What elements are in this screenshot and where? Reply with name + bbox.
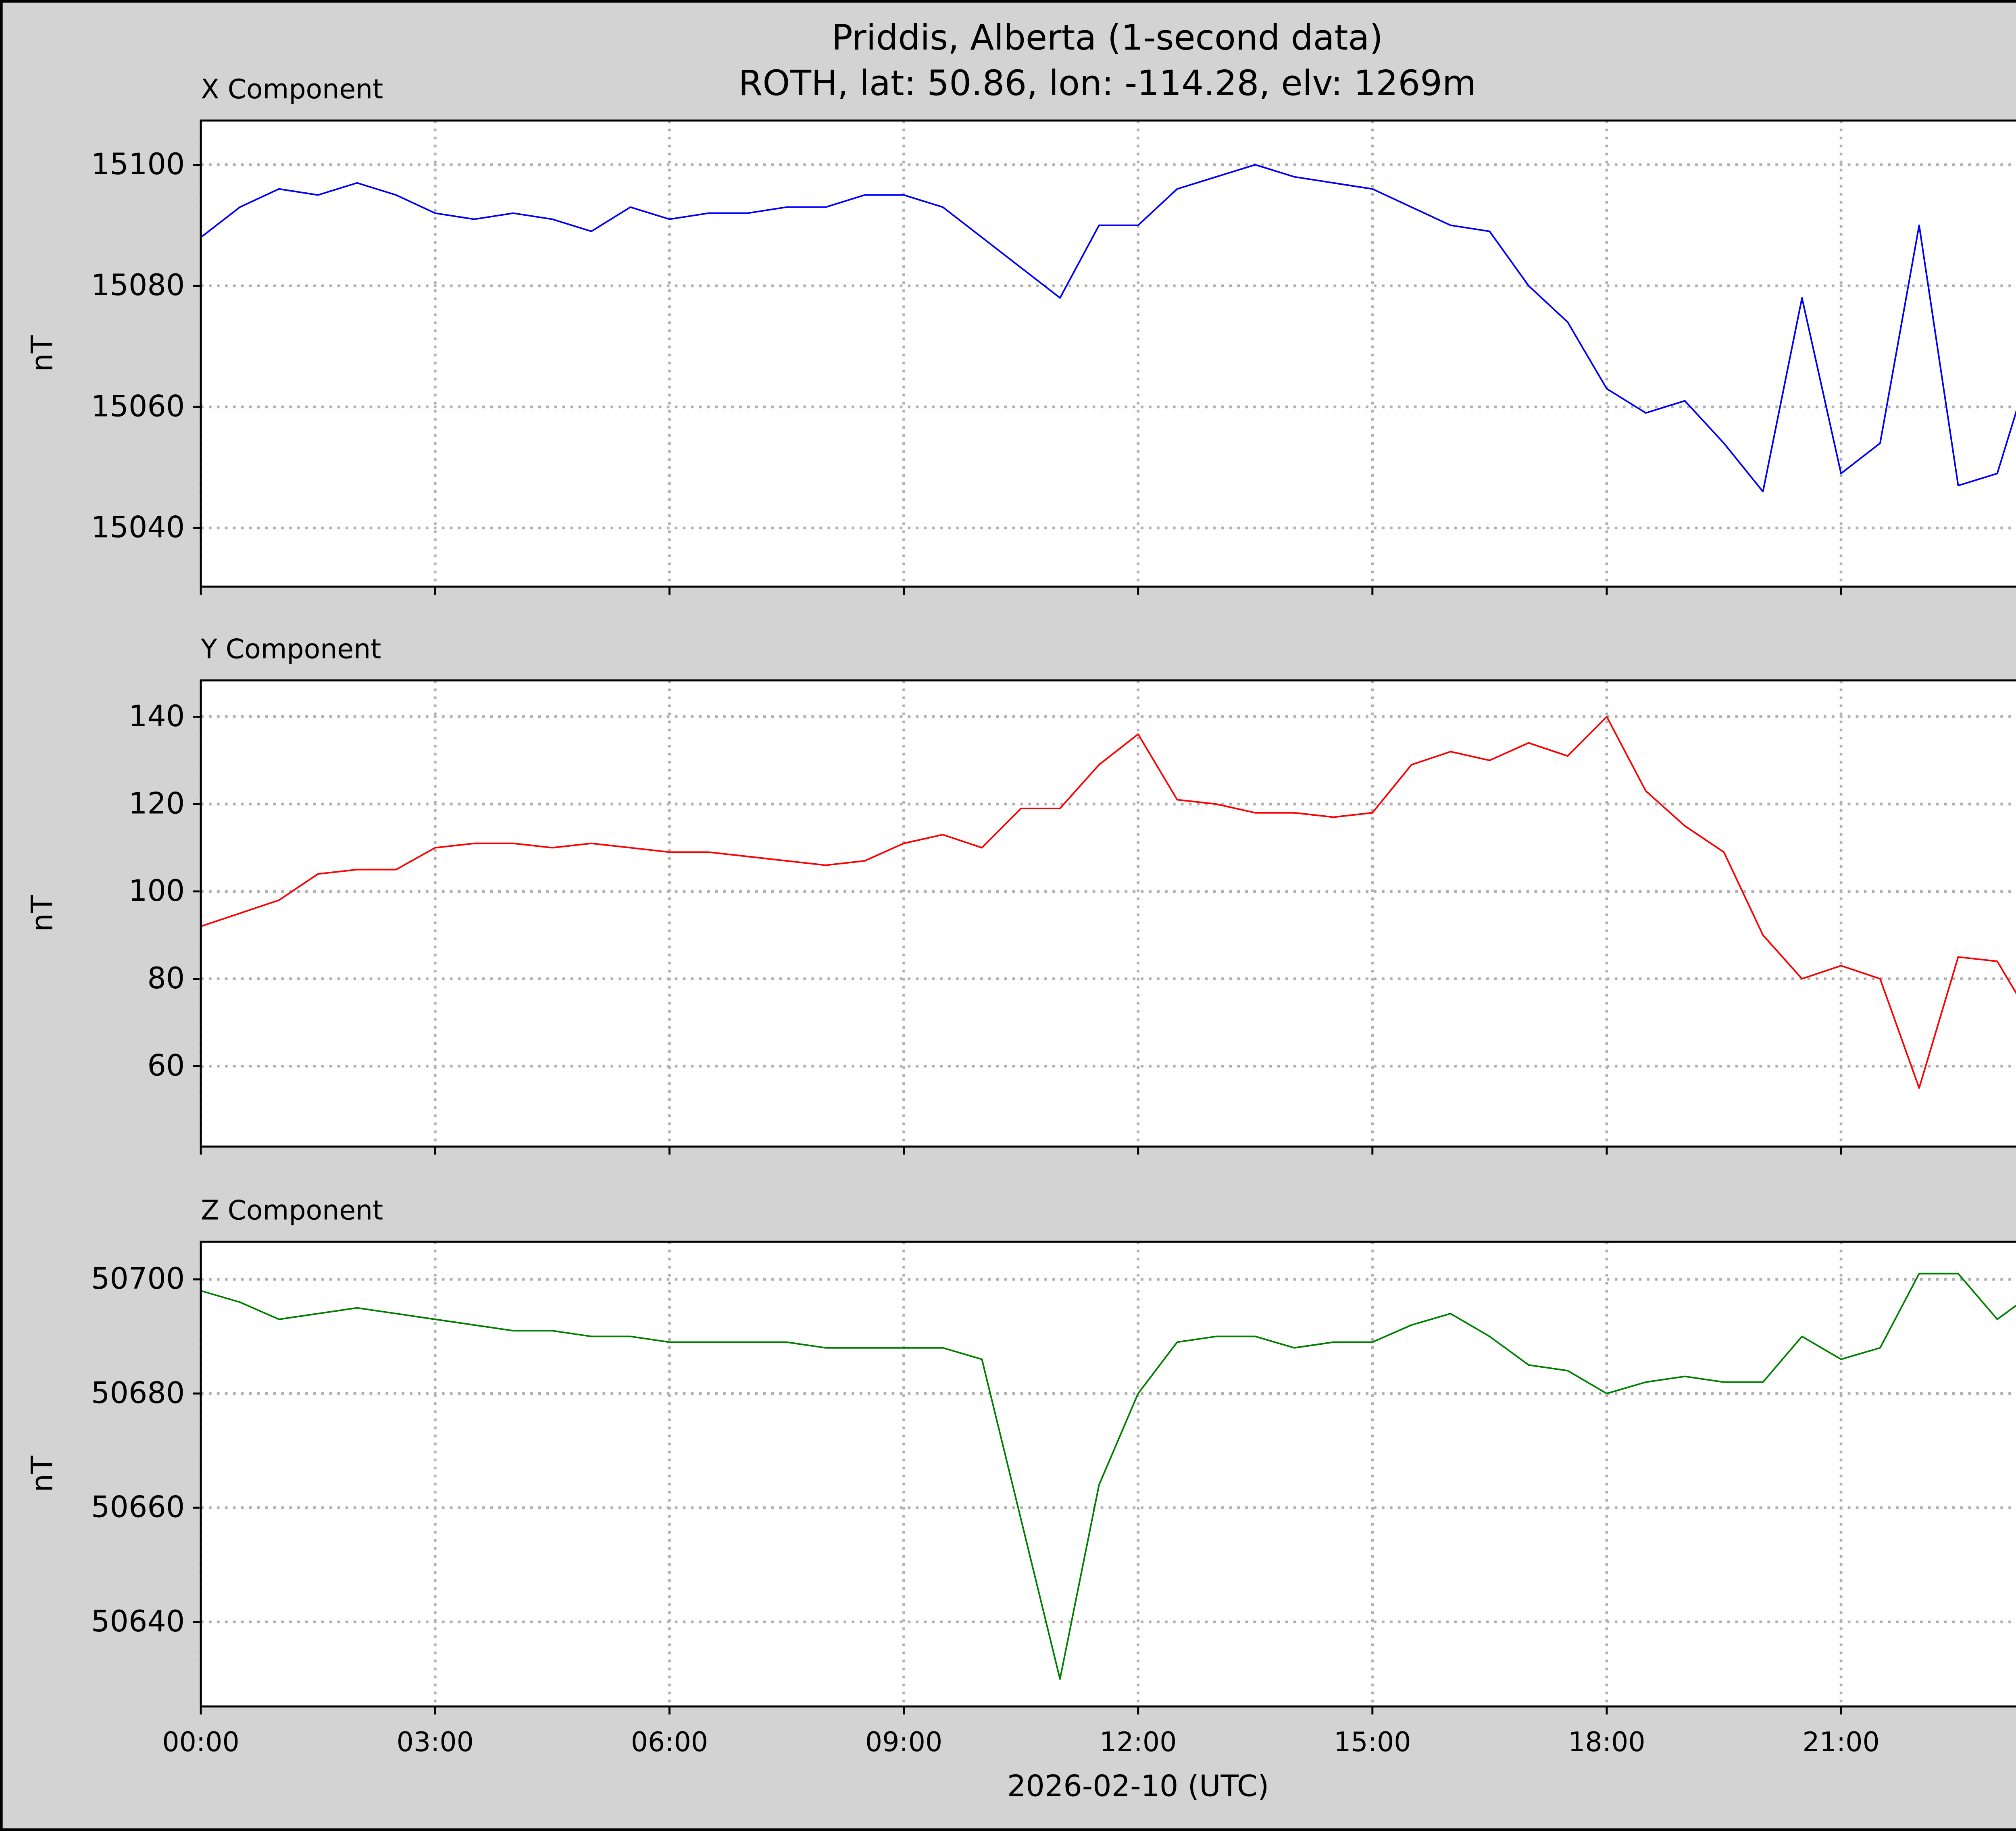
- y-axis-label: nT: [25, 895, 60, 932]
- y-axis-label: nT: [25, 1456, 60, 1492]
- x-tick-label: 09:00: [865, 1726, 942, 1758]
- x-tick-label: 21:00: [1802, 1726, 1879, 1758]
- x-tick-label: 12:00: [1100, 1726, 1177, 1758]
- data-line: [200, 164, 2016, 493]
- x-tick-label: 03:00: [397, 1726, 474, 1758]
- y-tick-label: 50640: [91, 1604, 185, 1639]
- x-axis-label: 2026-02-10 (UTC): [1007, 1769, 1269, 1804]
- panel-title: Z Component: [201, 1194, 383, 1226]
- y-tick-label: 80: [147, 961, 185, 996]
- plot-area: [201, 680, 2016, 1147]
- y-tick-label: 15060: [91, 389, 185, 423]
- y-tick-label: 60: [147, 1049, 185, 1083]
- plot-frame: [200, 119, 2016, 588]
- plot-frame: [200, 679, 2016, 1148]
- y-tick-label: 100: [129, 874, 185, 908]
- y-tick-label: 50700: [91, 1262, 185, 1296]
- y-tick-label: 15100: [91, 147, 185, 181]
- x-tick-label: 00:00: [162, 1726, 239, 1758]
- plot-area: [201, 120, 2016, 587]
- y-axis-label: nT: [25, 335, 60, 372]
- y-tick-label: 15080: [91, 268, 185, 302]
- panel-title: Y Component: [200, 633, 381, 664]
- figure-title: Priddis, Alberta (1-second data): [832, 18, 1383, 58]
- x-tick-label: 18:00: [1568, 1726, 1645, 1758]
- y-tick-label: 15040: [91, 510, 185, 545]
- y-tick-label: 50680: [91, 1376, 185, 1410]
- y-tick-label: 50660: [91, 1490, 185, 1525]
- plot-frame: [200, 1240, 2016, 1708]
- y-tick-label: 120: [129, 786, 185, 821]
- y-tick-label: 140: [129, 699, 185, 733]
- plot-area: [201, 1241, 2016, 1707]
- panel-title: X Component: [201, 73, 383, 105]
- data-line: [200, 1273, 2016, 1680]
- figure-subtitle: ROTH, lat: 50.86, lon: -114.28, elv: 126…: [738, 63, 1476, 104]
- data-line: [200, 716, 2016, 1089]
- x-tick-label: 15:00: [1334, 1726, 1411, 1758]
- x-tick-label: 06:00: [631, 1726, 708, 1758]
